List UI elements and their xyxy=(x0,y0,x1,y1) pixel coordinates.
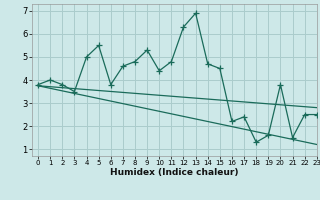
X-axis label: Humidex (Indice chaleur): Humidex (Indice chaleur) xyxy=(110,168,239,177)
